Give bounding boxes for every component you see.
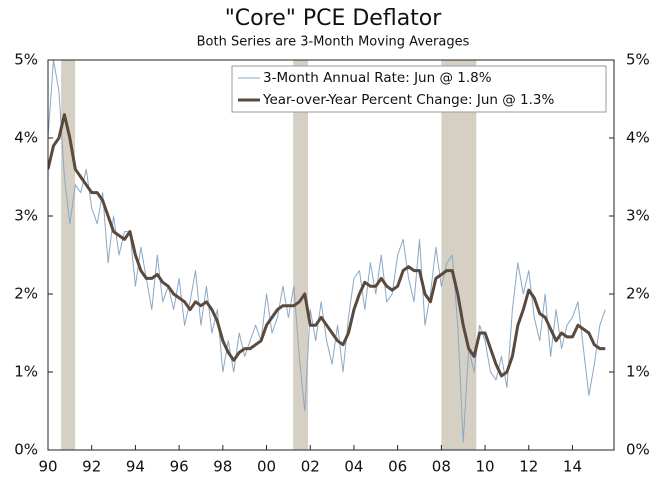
plot-frame [47,59,615,451]
y2-tick-label: 4% [626,129,650,147]
x-tick-label: 04 [344,458,363,476]
recession-band [61,60,76,450]
y2-tick-label: 0% [626,441,650,459]
x-tick-label: 90 [38,458,57,476]
y2-tick-label: 1% [626,363,650,381]
y2-tick-label: 5% [626,51,650,69]
series-line [48,60,606,443]
y-tick-label: 0% [14,441,38,459]
y-tick-label: 5% [14,51,38,69]
x-tick-label: 08 [432,458,451,476]
y2-tick-label: 2% [626,285,650,303]
x-tick-label: 00 [257,458,276,476]
legend-label: Year-over-Year Percent Change: Jun @ 1.3… [262,92,554,108]
recession-band [441,60,477,450]
x-tick-label: 02 [301,458,320,476]
x-tick-label: 14 [563,458,582,476]
y-tick-label: 1% [14,363,38,381]
y2-tick-label: 3% [626,207,650,225]
recession-band [293,60,309,450]
chart-title: "Core" PCE Deflator [225,6,443,31]
y-tick-label: 4% [14,129,38,147]
x-tick-label: 10 [476,458,495,476]
chart-subtitle: Both Series are 3-Month Moving Averages [197,35,470,50]
x-tick-label: 94 [126,458,145,476]
legend-label: 3-Month Annual Rate: Jun @ 1.8% [263,70,492,86]
legend-box [231,65,607,113]
y-tick-label: 3% [14,207,38,225]
x-tick-label: 98 [213,458,232,476]
x-tick-label: 06 [388,458,407,476]
x-tick-label: 12 [519,458,538,476]
y-tick-label: 2% [14,285,38,303]
x-tick-label: 96 [170,458,189,476]
series-line [48,113,606,378]
x-tick-label: 92 [82,458,101,476]
